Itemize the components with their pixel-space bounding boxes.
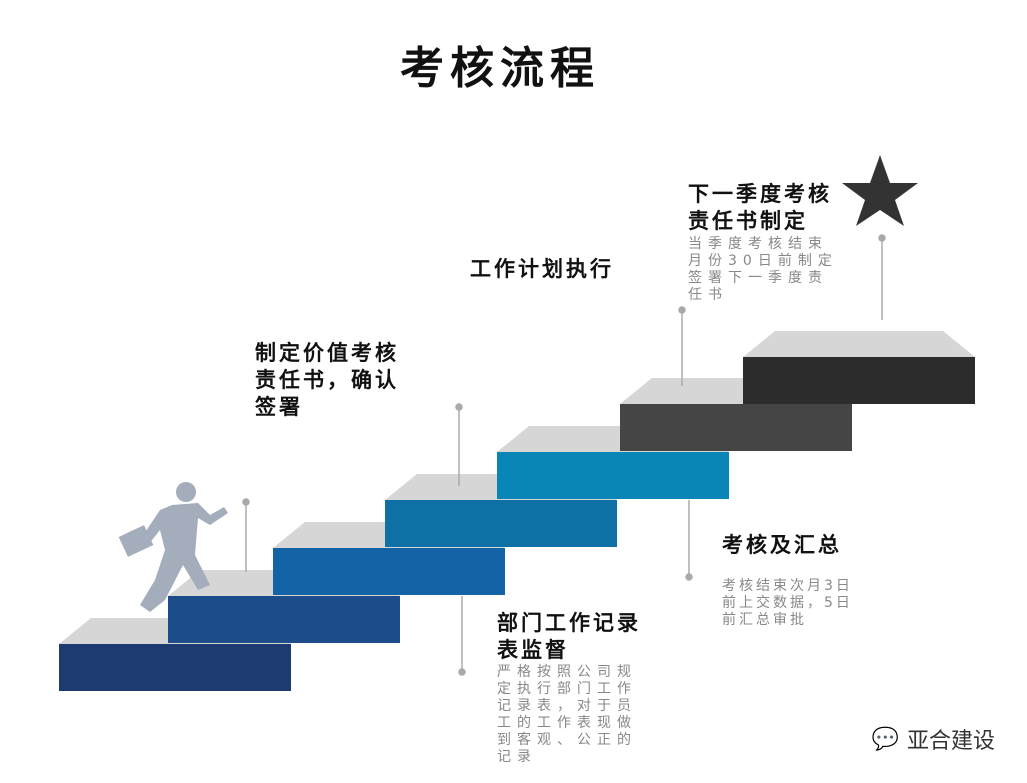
desc-line: 考核结束次月3日 xyxy=(722,578,853,594)
desc-line: 当季度考核结束 xyxy=(688,236,828,252)
desc-line: 记录表，对于员 xyxy=(497,698,637,714)
step-front-2 xyxy=(168,596,400,643)
desc-line: 到客观、公正的 xyxy=(497,732,637,748)
step-5-heading: 下一季度考核 责任书制定 xyxy=(688,181,832,235)
heading-line: 下一季度考核 xyxy=(688,182,832,206)
desc-line: 记录 xyxy=(497,749,537,765)
step-2-description: 严格按照公司规 定执行部门工作 记录表，对于员 工的工作表现做 到客观、公正的 … xyxy=(497,664,637,766)
step-front-6 xyxy=(620,404,852,451)
heading-line: 签署 xyxy=(255,395,303,419)
desc-line: 工的工作表现做 xyxy=(497,715,637,731)
page-title: 考核流程 xyxy=(400,43,600,94)
step-1-heading: 制定价值考核 责任书，确认 签署 xyxy=(255,340,399,421)
step-3-heading: 工作计划执行 xyxy=(470,257,614,281)
step-5-description: 当季度考核结束 月份30日前制定 签署下一季度责 任书 xyxy=(688,236,838,304)
logo: 💬 亚合建设 xyxy=(872,723,995,755)
wechat-icon: 💬 xyxy=(871,726,899,752)
step-front-5 xyxy=(497,452,729,499)
step-front-7 xyxy=(743,357,975,404)
step-2-heading: 部门工作记录 表监督 xyxy=(497,610,641,664)
step-4-heading: 考核及汇总 xyxy=(722,533,842,557)
step-4-description: 考核结束次月3日 前上交数据，5日 前汇总审批 xyxy=(722,578,853,629)
desc-line: 任书 xyxy=(688,287,728,303)
runner-figure xyxy=(118,482,228,612)
desc-line: 前上交数据，5日 xyxy=(722,595,853,611)
step-front-4 xyxy=(385,500,617,547)
step-front-1 xyxy=(59,644,291,691)
logo-text: 亚合建设 xyxy=(906,729,995,754)
desc-line: 月份30日前制定 xyxy=(688,253,838,269)
heading-line: 部门工作记录 xyxy=(497,611,641,635)
star-icon xyxy=(842,155,918,226)
heading-line: 制定价值考核 xyxy=(255,341,399,365)
desc-line: 签署下一季度责 xyxy=(688,270,828,286)
heading-line: 责任书制定 xyxy=(688,209,808,233)
connector-lines xyxy=(242,234,886,676)
step-top-7 xyxy=(743,331,975,357)
desc-line: 前汇总审批 xyxy=(722,612,807,628)
desc-line: 定执行部门工作 xyxy=(497,681,637,697)
desc-line: 严格按照公司规 xyxy=(497,664,637,680)
heading-line: 责任书，确认 xyxy=(255,368,399,392)
heading-line: 表监督 xyxy=(497,638,569,662)
step-front-3 xyxy=(273,548,505,595)
